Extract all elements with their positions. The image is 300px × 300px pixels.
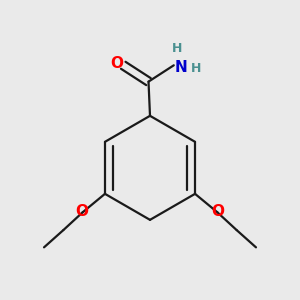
Text: O: O	[110, 56, 123, 71]
Text: O: O	[76, 204, 88, 219]
Text: N: N	[175, 60, 188, 75]
Text: O: O	[212, 204, 224, 219]
Text: H: H	[172, 42, 182, 56]
Text: H: H	[191, 62, 201, 75]
